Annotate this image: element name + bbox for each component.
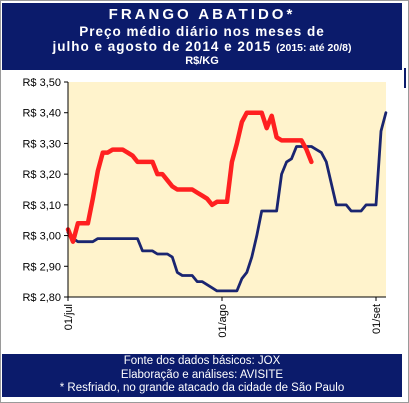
- y-tick-label: R$ 2,80: [22, 292, 61, 304]
- chart-footer: Fonte dos dados básicos: JOX Elaboração …: [2, 354, 402, 397]
- y-tick-label: R$ 3,50: [22, 77, 61, 89]
- chart-subtitle-line-1: Preço médio diário nos meses de: [79, 24, 325, 39]
- chart-header: FRANGO ABATIDO* Preço médio diário nos m…: [2, 3, 402, 70]
- y-tick-label: R$ 3,30: [22, 138, 61, 150]
- chart-subtitle-line-2: julho e agosto de 2014 e 2015 (2015: até…: [2, 39, 402, 54]
- analysis-note: Elaboração e análises: AVISITE: [120, 368, 284, 381]
- y-tick-label: R$ 3,20: [22, 169, 61, 181]
- footnote: * Resfriado, no grande atacado da cidade…: [59, 382, 345, 394]
- chart-subtitle-note: (2015: até 20/8): [276, 42, 352, 54]
- chart-unit: R$/KG: [185, 55, 219, 67]
- x-tick-label: 01/ago: [217, 304, 229, 338]
- y-tick-label: R$ 3,10: [22, 200, 61, 212]
- series-layer: [65, 110, 388, 293]
- line-chart: R$ 2,80 R$ 2,90 R$ 3,00 R$ 3,10 R$ 3,20 R$ 3,…: [22, 77, 388, 338]
- source-note: Fonte dos dados básicos: JOX: [123, 355, 281, 367]
- side-marker: [404, 68, 406, 88]
- y-axis-ticks: R$ 2,80 R$ 2,90 R$ 3,00 R$ 3,10 R$ 3,20 R$ 3,…: [22, 77, 68, 304]
- y-tick-label: R$ 2,90: [22, 261, 61, 273]
- series-line-2: [65, 110, 314, 244]
- y-tick-label: R$ 3,40: [22, 108, 61, 120]
- x-tick-label: 01/set: [371, 304, 383, 334]
- chart-area: R$ 2,80 R$ 2,90 R$ 3,00 R$ 3,10 R$ 3,20 R$ 3,…: [2, 70, 402, 354]
- x-axis-ticks: 01/jul 01/ago 01/set: [63, 297, 383, 338]
- chart-title: FRANGO ABATIDO*: [108, 6, 296, 23]
- x-tick-label: 01/jul: [63, 304, 75, 330]
- series-line-1: [66, 111, 388, 293]
- y-tick-label: R$ 3,00: [22, 231, 61, 243]
- chart-subtitle-period: julho e agosto de 2014 e 2015: [52, 39, 272, 54]
